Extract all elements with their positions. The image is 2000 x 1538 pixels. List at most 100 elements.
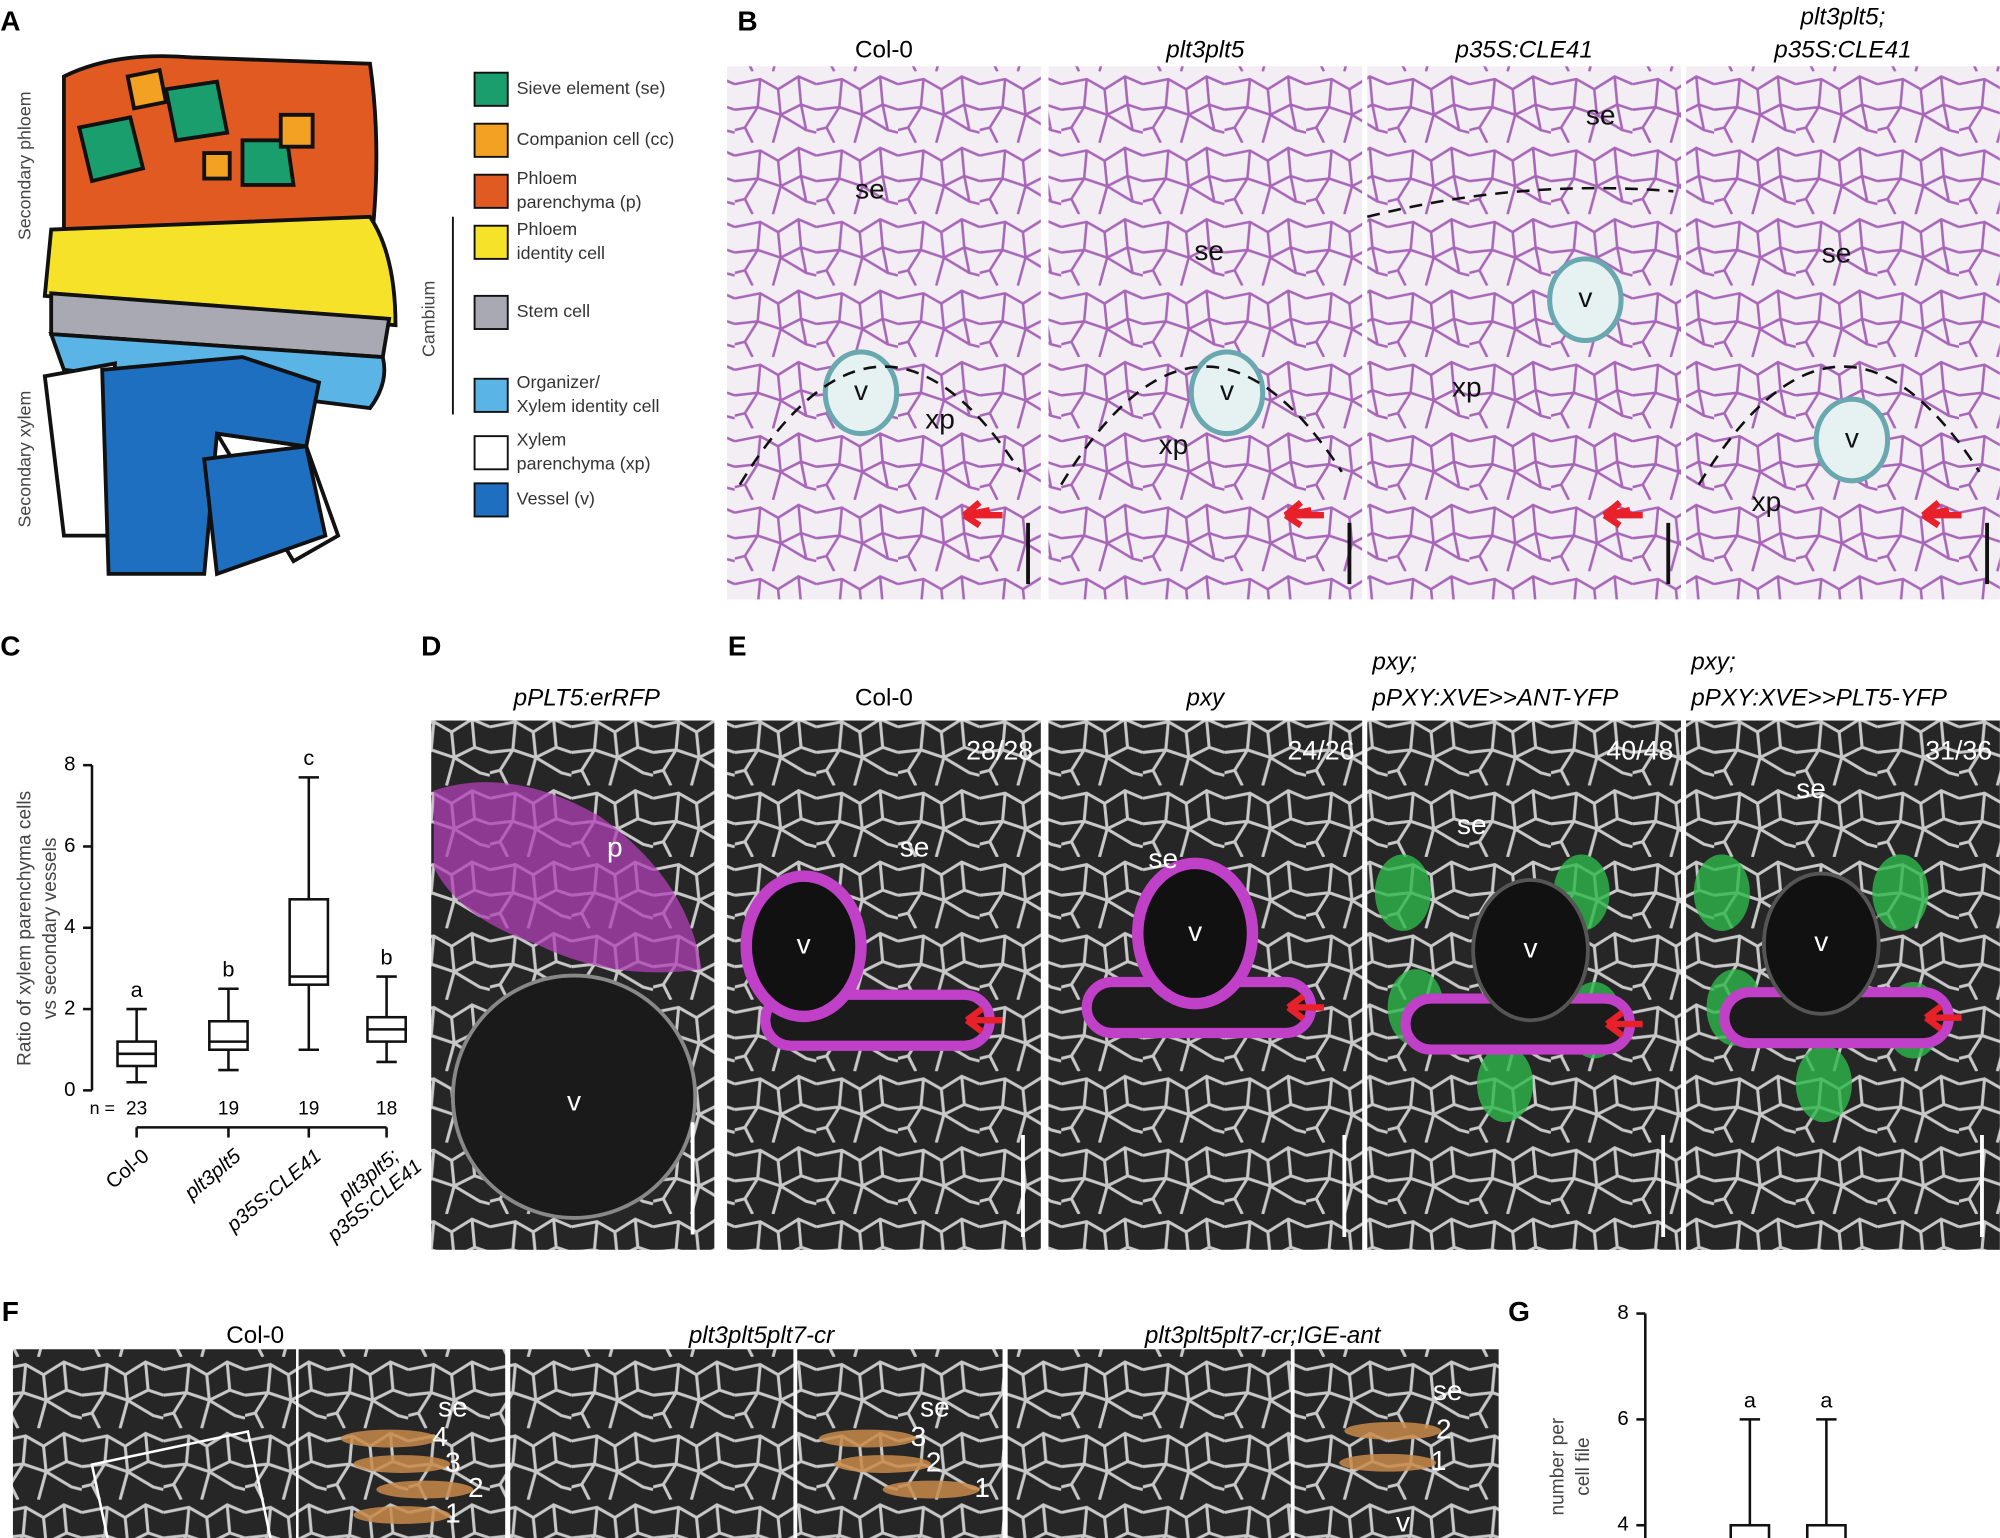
y-tick-label: 8 [1617, 1302, 1628, 1324]
boundary [1060, 365, 1343, 486]
vessel [1131, 857, 1259, 1010]
y-tick-label: 2 [64, 997, 75, 1019]
cell-label: v [1814, 926, 1828, 957]
cell-file [1339, 1453, 1437, 1472]
column-title: Col-0 [855, 36, 913, 63]
cell-label: xp [925, 403, 955, 434]
cell-label: xp [1452, 371, 1482, 402]
cell-label: v [854, 375, 868, 406]
panel-label: A [0, 5, 20, 36]
legend-text: Xylem identity cell [517, 396, 660, 416]
cell-label: 2 [926, 1446, 942, 1477]
red-arrow [1602, 500, 1643, 529]
y-axis-label: number per [1548, 1417, 1569, 1515]
significance-letter: a [131, 977, 144, 1002]
y-tick-label: 0 [64, 1079, 75, 1101]
cell-label: v [1220, 375, 1234, 406]
legend-text: Organizer/ [517, 372, 600, 392]
red-arrow [964, 1006, 1003, 1035]
red-arrow [1286, 993, 1324, 1022]
cell-label: v [1578, 282, 1592, 313]
micrograph [1294, 1349, 1499, 1538]
cell-file [834, 1455, 932, 1473]
vessel [1188, 349, 1266, 437]
panel-label: C [0, 630, 20, 661]
cell-label: se [855, 174, 885, 205]
legend-swatch [473, 294, 509, 330]
side-label: Secondary phloem [14, 91, 34, 240]
column-title: pxy; [1371, 649, 1416, 676]
cell-label: 3 [911, 1421, 927, 1452]
box-group [208, 987, 249, 1072]
box [208, 1019, 249, 1051]
legend-swatch [473, 71, 509, 107]
side-label: Cambium [419, 281, 439, 357]
n-value: 19 [218, 1099, 239, 1120]
cell-label: v [1524, 932, 1538, 963]
box [1729, 1523, 1771, 1538]
vessel [822, 349, 900, 437]
cell-label: v [567, 1086, 581, 1117]
x-tick-label: Col-0 [102, 1145, 153, 1193]
boundary [1366, 186, 1674, 219]
red-arrow [1921, 500, 1962, 529]
n-label: n = [90, 1098, 115, 1118]
cell-file [353, 1506, 451, 1524]
cell-label: v [797, 929, 811, 960]
legend-text: identity cell [517, 243, 605, 263]
yfp-signal [1693, 854, 1750, 931]
box-group [1729, 1418, 1771, 1538]
legend-text: Xylem [517, 429, 567, 449]
cell-label: 2 [1436, 1413, 1452, 1444]
count-label: 24/26 [1288, 735, 1355, 765]
yfp-signal [1476, 1045, 1534, 1123]
micrograph [12, 1349, 297, 1538]
y-tick-label: 4 [1617, 1514, 1628, 1536]
cell-diagram [42, 54, 454, 577]
column-title: plt3plt5plt7-cr;IGE-ant [1144, 1322, 1382, 1349]
cell-file [882, 1480, 980, 1499]
legend-text: Phloem [517, 219, 578, 239]
column-title: pxy [1185, 684, 1226, 711]
legend-text: Stem cell [517, 301, 590, 321]
micrograph [1686, 66, 2000, 600]
cell-label: xp [1752, 486, 1782, 517]
significance-letter: b [381, 944, 393, 969]
cell-label: se [1457, 809, 1487, 840]
boundary [1697, 365, 1981, 486]
panel-label: B [737, 5, 757, 36]
legend-swatch [473, 173, 509, 209]
cell-label: 3 [445, 1446, 461, 1477]
cell-file [376, 1480, 474, 1499]
legend-swatch [473, 122, 509, 158]
column-title: pxy; [1690, 649, 1735, 676]
box-group [366, 975, 407, 1064]
cell-file [340, 1429, 438, 1448]
column-title: Col-0 [226, 1322, 284, 1349]
y-axis-label: cell file [1573, 1437, 1594, 1495]
cell-label: se [1194, 235, 1224, 266]
significance-letter: b [222, 957, 234, 982]
legend-swatch [473, 435, 509, 471]
cell-label: se [1796, 773, 1826, 804]
yfp-signal [1374, 854, 1432, 931]
micrograph [727, 66, 1041, 600]
cell-label: se [920, 1392, 950, 1423]
cell-label: xp [1159, 429, 1189, 460]
yfp-signal [1872, 854, 1929, 931]
cell-label: p [607, 832, 623, 863]
column-title: Col-0 [855, 684, 913, 711]
red-arrow [962, 500, 1003, 529]
cell-file [1344, 1421, 1442, 1440]
column-title: plt3plt5; [1800, 3, 1886, 30]
y-axis-label: Ratio of xylem parenchyma cells [15, 791, 36, 1066]
side-label: Secondary xylem [14, 391, 34, 528]
red-arrow [1605, 1010, 1643, 1039]
boundary [738, 365, 1022, 486]
yfp-signal [1795, 1045, 1852, 1123]
cell-file [818, 1429, 916, 1448]
column-title: plt3plt5plt7-cr [688, 1322, 835, 1349]
cell-label: 1 [974, 1472, 990, 1503]
